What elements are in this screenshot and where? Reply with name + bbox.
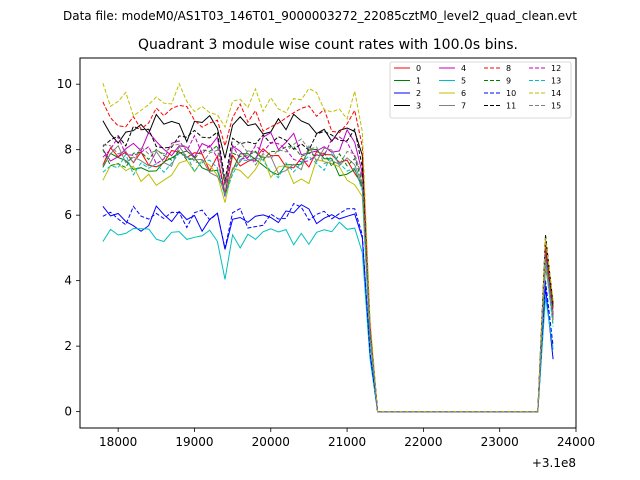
series-line-7 — [102, 144, 554, 413]
series-line-5 — [102, 221, 554, 413]
series-line-6 — [102, 154, 554, 413]
series-layer — [102, 82, 554, 413]
x-tick-label: 22000 — [404, 435, 442, 449]
x-tick-label: 18000 — [99, 435, 137, 449]
legend-label: 0 — [416, 64, 421, 73]
y-tick-label: 4 — [64, 274, 72, 288]
series-line-8 — [102, 101, 554, 413]
y-tick-label: 2 — [64, 339, 72, 353]
y-tick-label: 6 — [64, 208, 72, 222]
series-line-3 — [102, 113, 554, 413]
series-line-12 — [102, 134, 554, 413]
legend-label: 6 — [461, 89, 466, 98]
y-tick-label: 10 — [57, 77, 72, 91]
legend-box — [389, 61, 572, 119]
x-tick-label: 24000 — [557, 435, 595, 449]
legend-label: 15 — [551, 102, 561, 111]
series-line-1 — [102, 148, 554, 413]
x-tick-label: 23000 — [481, 435, 519, 449]
series-line-11 — [102, 125, 554, 413]
series-line-9 — [102, 144, 554, 413]
legend-label: 11 — [506, 102, 516, 111]
x-tick-label: 21000 — [328, 435, 366, 449]
legend-label: 4 — [461, 64, 466, 73]
series-line-4 — [102, 128, 554, 413]
x-tick-label: 19000 — [175, 435, 213, 449]
legend-label: 3 — [416, 102, 421, 111]
series-line-2 — [102, 204, 554, 413]
y-tick-label: 8 — [64, 143, 72, 157]
x-offset-label: +3.1e8 — [532, 456, 576, 470]
y-tick-label: 0 — [64, 405, 72, 419]
legend-label: 5 — [461, 77, 466, 86]
chart-title: Quadrant 3 module wise count rates with … — [138, 37, 518, 53]
suptitle: Data file: modeM0/AS1T03_146T01_90000032… — [63, 9, 577, 23]
legend-label: 2 — [416, 89, 421, 98]
x-tick-label: 20000 — [252, 435, 290, 449]
legend-label: 1 — [416, 77, 421, 86]
legend-label: 10 — [506, 89, 516, 98]
legend-label: 7 — [461, 102, 466, 111]
x-axis: 18000 19000 20000 21000 22000 23000 24000 — [99, 428, 595, 449]
series-line-14 — [102, 82, 554, 413]
legend-label: 14 — [551, 89, 561, 98]
legend-label: 13 — [551, 77, 561, 86]
legend-label: 8 — [506, 64, 511, 73]
series-line-13 — [102, 152, 554, 413]
plot-frame — [79, 57, 577, 429]
series-line-15 — [102, 138, 554, 413]
legend-label: 9 — [506, 77, 511, 86]
series-line-0 — [102, 146, 554, 413]
legend-label: 12 — [551, 64, 561, 73]
series-line-10 — [102, 202, 554, 413]
y-axis: 0 2 4 6 8 10 — [57, 77, 80, 419]
